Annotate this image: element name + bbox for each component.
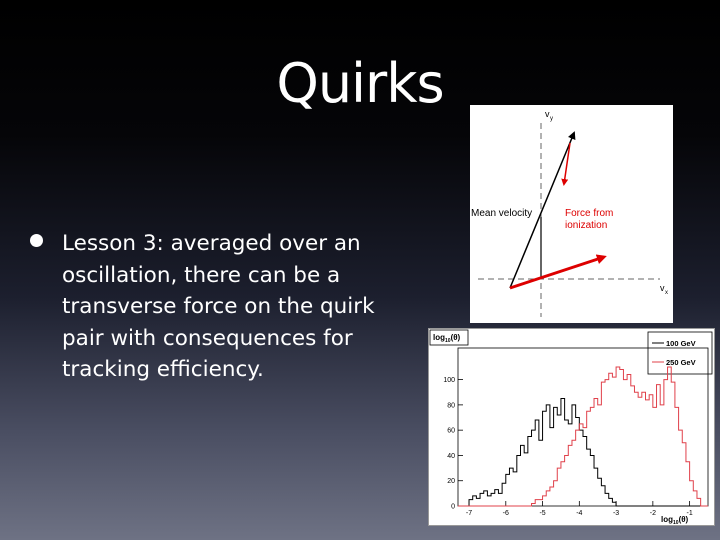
histogram-series-0	[458, 398, 708, 507]
force-label: Force from	[565, 208, 613, 219]
x-axis-label: log10(θ)	[661, 515, 689, 526]
x-tick-label: -1	[687, 510, 693, 517]
bullet-line: oscillation, there can be a	[62, 262, 341, 288]
y-tick-label: 0	[451, 504, 455, 511]
bullet-text: Lesson 3: averaged over an oscillation, …	[62, 228, 422, 386]
y-tick-label: 60	[447, 428, 455, 435]
bullet-line: pair with consequences for	[62, 325, 353, 351]
vx-label: v	[660, 283, 665, 293]
x-tick-label: -5	[539, 510, 545, 517]
x-tick-label: -6	[503, 510, 509, 517]
x-tick-label: -3	[613, 510, 619, 517]
y-axis-label: log10(θ)	[433, 333, 461, 344]
mean-velocity-arrow	[509, 131, 576, 289]
histogram-series-1	[458, 366, 708, 507]
chart-legend: 100 GeV 250 GeV	[647, 331, 713, 375]
force-arrow	[509, 254, 607, 290]
velocity-vector-diagram: v y v x Mean velocity Force from ionizat…	[470, 105, 673, 323]
bullet-line: transverse force on the quirk	[62, 294, 375, 319]
small-force-arrow	[561, 142, 571, 186]
legend-item-100: 100 GeV	[666, 339, 696, 348]
theta-histogram: log10(θ) 100 GeV 250 GeV 0 20 40 60 80 100 -7 -…	[428, 328, 715, 526]
svg-text:x: x	[665, 290, 668, 296]
x-tick-label: -2	[650, 510, 656, 517]
y-tick-label: 40	[447, 453, 455, 460]
y-tick-label: 100	[443, 377, 455, 384]
x-tick-label: -7	[466, 510, 472, 517]
legend-item-250: 250 GeV	[666, 358, 696, 367]
y-tick-label: 80	[447, 402, 455, 409]
y-tick-label: 20	[447, 478, 455, 485]
svg-text:ionization: ionization	[565, 220, 607, 231]
svg-text:y: y	[550, 116, 553, 122]
bullet-line: Lesson 3: averaged over an	[62, 231, 361, 256]
mean-velocity-label: Mean velocity	[471, 208, 532, 219]
bullet-point-icon	[30, 234, 43, 247]
x-tick-label: -4	[576, 510, 582, 517]
vy-label: v	[545, 109, 550, 119]
slide-title: Quirks	[276, 52, 444, 115]
bullet-line: tracking efficiency.	[62, 357, 264, 382]
plot-frame	[457, 347, 709, 507]
